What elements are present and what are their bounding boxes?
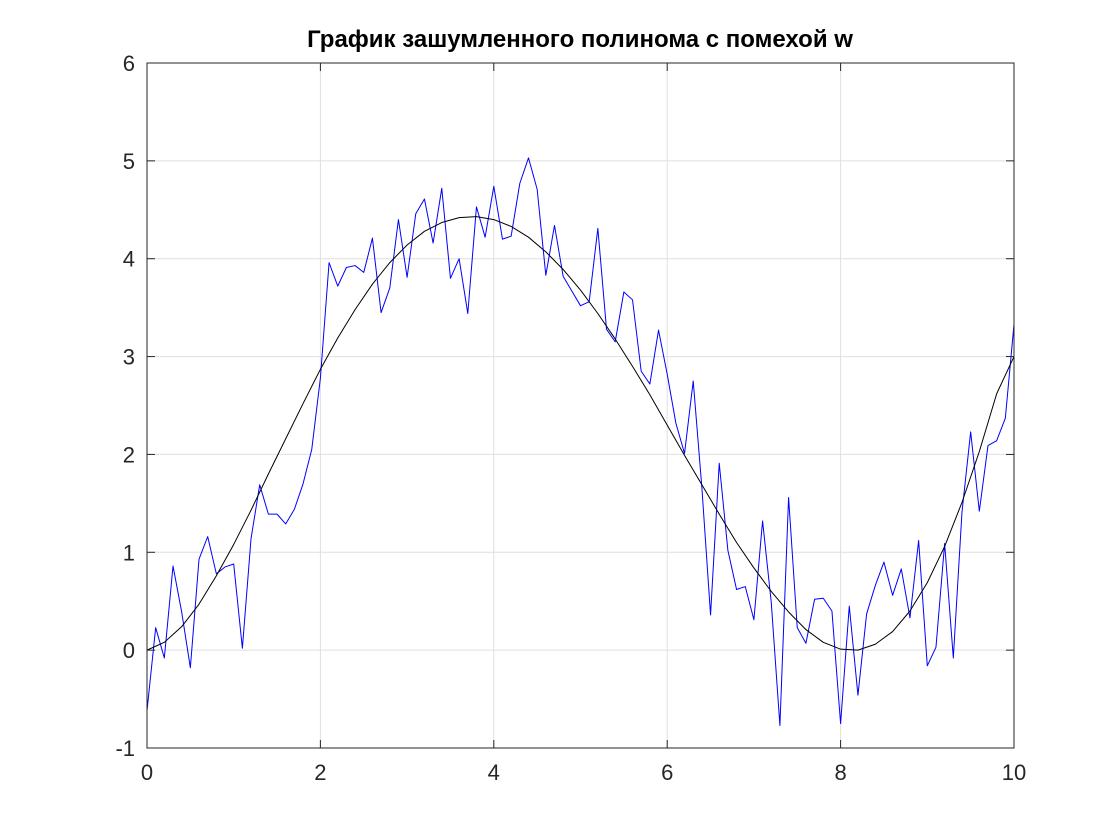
y-tick-label: -1 (115, 736, 135, 761)
x-tick-label: 0 (141, 760, 153, 785)
y-tick-label: 6 (123, 51, 135, 76)
grid (146, 62, 1015, 749)
x-tick-label: 6 (661, 760, 673, 785)
noisy-series-line (146, 157, 1015, 726)
axes-box (146, 62, 1015, 749)
y-tick-label: 2 (123, 442, 135, 467)
x-tick-label: 2 (314, 760, 326, 785)
chart-title: График зашумленного полинома с помехой w (307, 26, 853, 53)
x-tick-label: 10 (1002, 760, 1026, 785)
y-tick-label: 5 (123, 149, 135, 174)
axes (146, 62, 1015, 749)
x-tick-label: 8 (834, 760, 846, 785)
smooth-series-line (146, 216, 1015, 651)
y-tick-label: 3 (123, 345, 135, 370)
y-tick-label: 1 (123, 540, 135, 565)
y-tick-label: 4 (123, 247, 135, 272)
series-layer (146, 157, 1015, 726)
x-tick-label: 4 (488, 760, 500, 785)
y-tick-label: 0 (123, 638, 135, 663)
